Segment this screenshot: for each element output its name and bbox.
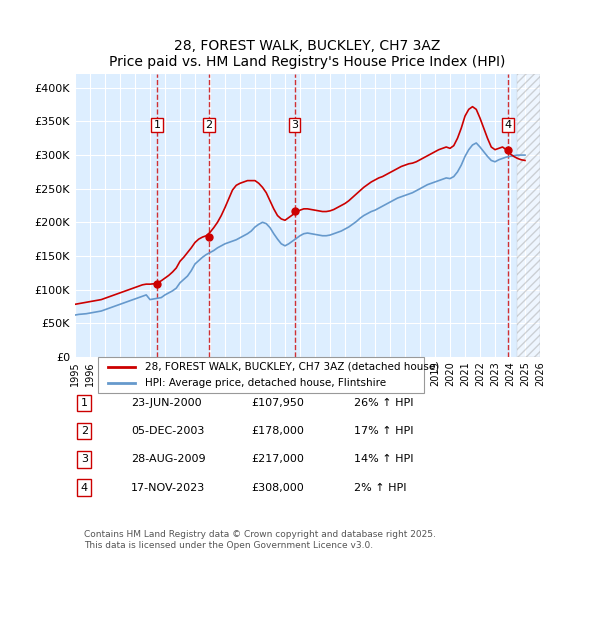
Text: 26% ↑ HPI: 26% ↑ HPI (354, 398, 413, 408)
Text: 28-AUG-2009: 28-AUG-2009 (131, 454, 205, 464)
Text: 17% ↑ HPI: 17% ↑ HPI (354, 426, 413, 436)
Text: 1: 1 (81, 398, 88, 408)
Text: £308,000: £308,000 (252, 482, 304, 493)
Text: £178,000: £178,000 (252, 426, 305, 436)
Text: 3: 3 (291, 120, 298, 130)
Text: 2: 2 (81, 426, 88, 436)
Text: 4: 4 (505, 120, 512, 130)
Text: 17-NOV-2023: 17-NOV-2023 (131, 482, 205, 493)
Title: 28, FOREST WALK, BUCKLEY, CH7 3AZ
Price paid vs. HM Land Registry's House Price : 28, FOREST WALK, BUCKLEY, CH7 3AZ Price … (109, 39, 506, 69)
Text: £217,000: £217,000 (252, 454, 305, 464)
Text: 2% ↑ HPI: 2% ↑ HPI (354, 482, 407, 493)
FancyBboxPatch shape (98, 356, 424, 392)
Text: 3: 3 (81, 454, 88, 464)
Text: 23-JUN-2000: 23-JUN-2000 (131, 398, 202, 408)
Text: 14% ↑ HPI: 14% ↑ HPI (354, 454, 413, 464)
Text: HPI: Average price, detached house, Flintshire: HPI: Average price, detached house, Flin… (145, 378, 386, 388)
Text: £107,950: £107,950 (252, 398, 305, 408)
Text: 05-DEC-2003: 05-DEC-2003 (131, 426, 204, 436)
Text: 28, FOREST WALK, BUCKLEY, CH7 3AZ (detached house): 28, FOREST WALK, BUCKLEY, CH7 3AZ (detac… (145, 362, 439, 372)
Text: 1: 1 (154, 120, 161, 130)
Text: 2: 2 (205, 120, 212, 130)
Text: Contains HM Land Registry data © Crown copyright and database right 2025.
This d: Contains HM Land Registry data © Crown c… (84, 530, 436, 550)
Text: 4: 4 (81, 482, 88, 493)
